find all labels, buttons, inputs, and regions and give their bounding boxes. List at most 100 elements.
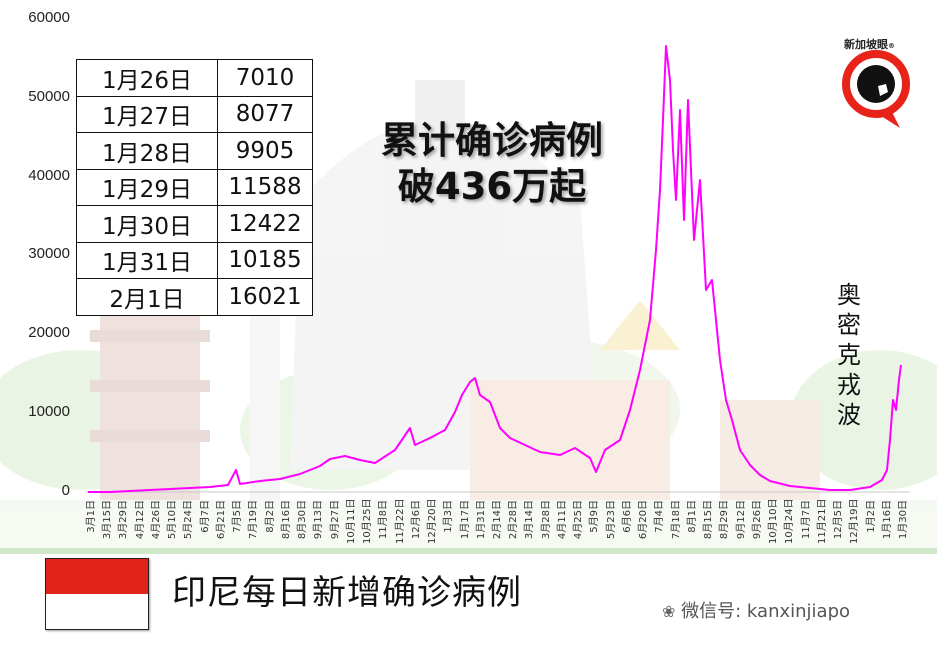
x-tick-label: 11月8日	[378, 500, 390, 540]
y-tick-0: 0	[61, 482, 70, 499]
footer-divider	[0, 548, 937, 554]
x-tick-label: 1月16日	[881, 500, 893, 540]
chart-title: 印尼每日新增确诊病例	[172, 573, 522, 613]
x-tick-label: 1月30日	[898, 500, 909, 540]
x-tick-label: 4月26日	[150, 500, 162, 540]
value-cell: 9905	[217, 132, 313, 170]
daily-cases-line	[88, 45, 902, 493]
annotation-char: 戎	[837, 371, 861, 399]
value-cell: 7010	[217, 59, 313, 97]
x-tick-label: 8月29日	[719, 500, 731, 540]
annotation-char: 奥	[837, 281, 861, 309]
table-row: 1月28日 9905	[76, 132, 313, 170]
x-tick-label: 8月1日	[686, 500, 698, 533]
x-tick-label: 12月20日	[427, 498, 439, 544]
x-tick-label: 3月29日	[118, 500, 130, 540]
x-tick-label: 6月20日	[638, 500, 650, 540]
x-tick-label: 1月17日	[459, 500, 471, 540]
x-tick-label: 4月25日	[573, 500, 585, 540]
headline-line-2: 破436万起	[397, 165, 587, 208]
brand-logo: 新加坡眼®	[838, 36, 918, 132]
wechat-icon: ❀	[662, 602, 676, 621]
date-cell: 1月26日	[76, 59, 218, 97]
table-row: 1月26日 7010	[76, 59, 313, 97]
x-tick-label: 6月7日	[199, 500, 211, 533]
x-axis-labels: 3月1日 3月15日 3月29日 4月12日 4月26日 5月10日 5月24日 6月7日 6月…	[0, 498, 937, 546]
x-tick-label: 11月21日	[816, 498, 828, 544]
table-row: 1月27日 8077	[76, 95, 313, 133]
date-cell: 1月31日	[76, 241, 218, 279]
table-row: 2月1日 16021	[76, 278, 313, 316]
y-tick-60000: 60000	[28, 9, 70, 26]
x-tick-label: 4月11日	[556, 500, 568, 540]
y-tick-30000: 30000	[28, 245, 70, 262]
x-tick-label: 7月19日	[248, 500, 260, 540]
x-tick-label: 8月15日	[703, 500, 715, 540]
x-tick-label: 9月13日	[313, 500, 325, 540]
annotation-char: 克	[837, 341, 861, 369]
registered-mark: ®	[888, 42, 895, 50]
value-cell: 8077	[217, 95, 313, 133]
annotation-char: 波	[837, 401, 861, 429]
indonesia-flag-icon	[45, 558, 149, 630]
date-cell: 1月27日	[76, 95, 218, 133]
value-cell: 12422	[217, 205, 313, 243]
background-illustration	[0, 80, 937, 548]
x-tick-label: 10月11日	[345, 498, 357, 544]
x-tick-label: 10月25日	[362, 498, 374, 544]
logo-name: 新加坡眼	[844, 38, 888, 51]
flag-white-band	[46, 594, 148, 629]
headline-line-1: 累计确诊病例	[381, 119, 603, 162]
x-tick-label: 10月24日	[784, 498, 796, 544]
x-tick-label: 8月2日	[264, 500, 276, 533]
x-tick-label: 3月14日	[524, 500, 536, 540]
x-tick-label: 6月6日	[621, 500, 633, 533]
date-cell: 2月1日	[76, 278, 218, 316]
annotation-char: 密	[837, 311, 861, 339]
x-tick-label: 5月23日	[605, 500, 617, 540]
logo-text: 新加坡眼®	[844, 36, 895, 52]
x-tick-label: 8月16日	[280, 500, 292, 540]
table-row: 1月29日 11588	[76, 168, 313, 206]
value-cell: 10185	[217, 241, 313, 279]
x-tick-label: 9月27日	[329, 500, 341, 540]
omicron-wave-annotation: 奥 密 克 戎 波	[834, 280, 864, 430]
x-tick-label: 5月24日	[183, 500, 195, 540]
x-tick-label: 10月10日	[768, 498, 780, 544]
recent-cases-table: 1月26日 7010 1月27日 8077 1月28日 9905 1月29日 11588…	[76, 59, 313, 316]
y-tick-20000: 20000	[28, 324, 70, 341]
x-tick-label: 8月30日	[297, 500, 309, 540]
x-tick-label: 1月31日	[475, 500, 487, 540]
x-tick-label: 12月6日	[410, 500, 422, 540]
x-tick-label: 11月7日	[800, 500, 812, 540]
date-cell: 1月29日	[76, 168, 218, 206]
x-tick-label: 4月12日	[134, 500, 146, 540]
wechat-label: 微信号: kanxinjiapo	[681, 601, 851, 622]
x-tick-label: 3月15日	[102, 500, 114, 540]
wechat-id: ❀ 微信号: kanxinjiapo	[662, 597, 850, 623]
x-tick-label: 12月19日	[849, 498, 861, 544]
y-tick-10000: 10000	[28, 403, 70, 420]
line-chart-plot	[86, 45, 910, 493]
x-tick-label: 7月5日	[232, 500, 244, 533]
x-tick-label: 3月28日	[540, 500, 552, 540]
x-tick-label: 2月28日	[508, 500, 520, 540]
x-tick-label: 9月12日	[735, 500, 747, 540]
y-tick-50000: 50000	[28, 88, 70, 105]
x-tick-label: 6月21日	[215, 500, 227, 540]
x-tick-label: 9月26日	[751, 500, 763, 540]
eye-logo-icon	[842, 50, 910, 128]
headline: 累计确诊病例 破436万起	[352, 118, 632, 210]
value-cell: 16021	[217, 278, 313, 316]
x-tick-label: 11月22日	[394, 498, 406, 544]
x-tick-label: 1月3日	[443, 500, 455, 533]
x-tick-label: 7月4日	[654, 500, 666, 533]
table-row: 1月31日 10185	[76, 241, 313, 279]
x-tick-label: 3月1日	[86, 500, 97, 533]
date-cell: 1月28日	[76, 132, 218, 170]
date-cell: 1月30日	[76, 205, 218, 243]
value-cell: 11588	[217, 168, 313, 206]
x-tick-label: 5月9日	[589, 500, 601, 533]
x-tick-label: 12月5日	[833, 500, 845, 540]
x-tick-label: 2月14日	[492, 500, 503, 540]
